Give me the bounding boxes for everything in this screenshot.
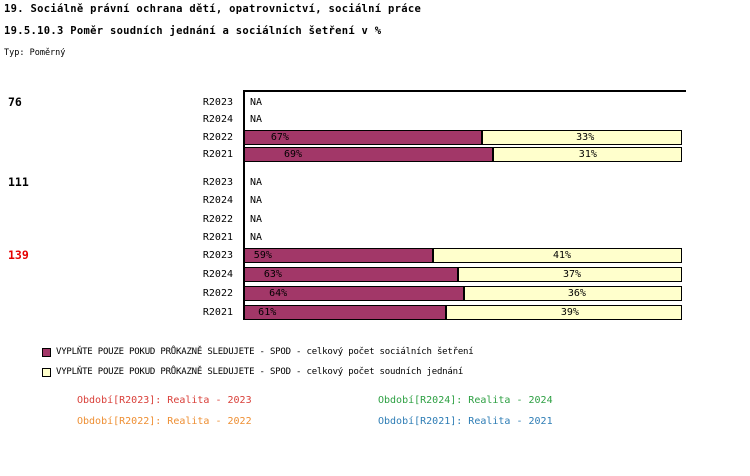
na-value: NA	[250, 177, 263, 188]
bar-segment-soudni-jednani	[445, 305, 682, 320]
bar-value-label: 37%	[563, 269, 582, 280]
na-value: NA	[250, 195, 263, 206]
footer-period-label: Období[R2024]: Realita - 2024	[378, 395, 553, 406]
bar-value-label: 63%	[263, 269, 282, 280]
na-value: NA	[250, 214, 263, 225]
period-label: R2023	[202, 97, 233, 108]
bar-segment-soudni-jednani	[492, 147, 682, 162]
bar-value-label: 69%	[284, 149, 303, 160]
period-label: R2022	[202, 132, 233, 143]
bar-segment-socialni-setreni	[244, 248, 434, 263]
bar-value-label: 36%	[567, 288, 586, 299]
na-value: NA	[250, 232, 263, 243]
period-label: R2022	[202, 214, 233, 225]
bar-segment-socialni-setreni	[244, 267, 459, 282]
period-label: R2024	[202, 269, 233, 280]
period-label: R2024	[202, 195, 233, 206]
chart-type-label: Typ: Poměrný	[4, 48, 66, 58]
period-label: R2021	[202, 149, 233, 160]
bar-row: 69% 31%	[244, 147, 682, 162]
bar-row: 59% 41%	[244, 248, 682, 263]
footer-period-label: Období[R2022]: Realita - 2022	[77, 416, 252, 427]
legend-label: VYPLŇTE POUZE POKUD PRŮKAZNĚ SLEDUJETE -…	[56, 347, 474, 357]
bar-row: 63% 37%	[244, 267, 682, 282]
bar-segment-soudni-jednani	[458, 267, 682, 282]
na-value: NA	[250, 97, 263, 108]
bar-value-label: 64%	[269, 288, 288, 299]
period-label: R2024	[202, 114, 233, 125]
period-label: R2022	[202, 288, 233, 299]
legend-item: VYPLŇTE POUZE POKUD PRŮKAZNĚ SLEDUJETE -…	[42, 367, 463, 377]
bar-value-label: 61%	[258, 307, 277, 318]
group-total-label: 111	[8, 175, 29, 189]
period-label: R2021	[202, 232, 233, 243]
period-label: R2023	[202, 177, 233, 188]
bar-segment-soudni-jednani	[463, 286, 682, 301]
bar-value-label: 67%	[270, 132, 289, 143]
legend-label: VYPLŇTE POUZE POKUD PRŮKAZNĚ SLEDUJETE -…	[56, 367, 464, 377]
bar-segment-socialni-setreni	[244, 147, 493, 162]
period-label: R2023	[202, 250, 233, 261]
group-total-label: 76	[8, 95, 22, 109]
na-value: NA	[250, 114, 263, 125]
y-axis-line	[243, 90, 245, 320]
bar-segment-soudni-jednani	[433, 248, 682, 263]
chart-subtitle: 19.5.10.3 Poměr soudních jednání a sociá…	[4, 25, 382, 37]
bar-segment-socialni-setreni	[244, 305, 446, 320]
bar-segment-soudni-jednani	[481, 130, 682, 145]
bar-row: 67% 33%	[244, 130, 682, 145]
bar-value-label: 41%	[552, 250, 572, 261]
period-label: R2021	[202, 307, 233, 318]
bar-value-label: 59%	[253, 250, 272, 261]
bar-segment-socialni-setreni	[244, 130, 482, 145]
bar-row: 61% 39%	[244, 305, 682, 320]
footer-period-label: Období[R2023]: Realita - 2023	[77, 395, 252, 406]
plot-top-border	[243, 90, 686, 92]
bar-value-label: 31%	[578, 149, 597, 160]
legend-swatch	[42, 367, 51, 377]
legend-item: VYPLŇTE POUZE POKUD PRŮKAZNĚ SLEDUJETE -…	[42, 347, 474, 357]
footer-period-label: Období[R2021]: Realita - 2021	[378, 416, 553, 427]
bar-segment-socialni-setreni	[244, 286, 464, 301]
bar-value-label: 39%	[560, 307, 579, 318]
bar-row: 64% 36%	[244, 286, 682, 301]
bar-value-label: 33%	[576, 132, 595, 143]
group-total-label: 139	[8, 248, 29, 262]
chart-title: 19. Sociálně právní ochrana dětí, opatro…	[4, 3, 422, 15]
legend-swatch	[42, 347, 51, 357]
